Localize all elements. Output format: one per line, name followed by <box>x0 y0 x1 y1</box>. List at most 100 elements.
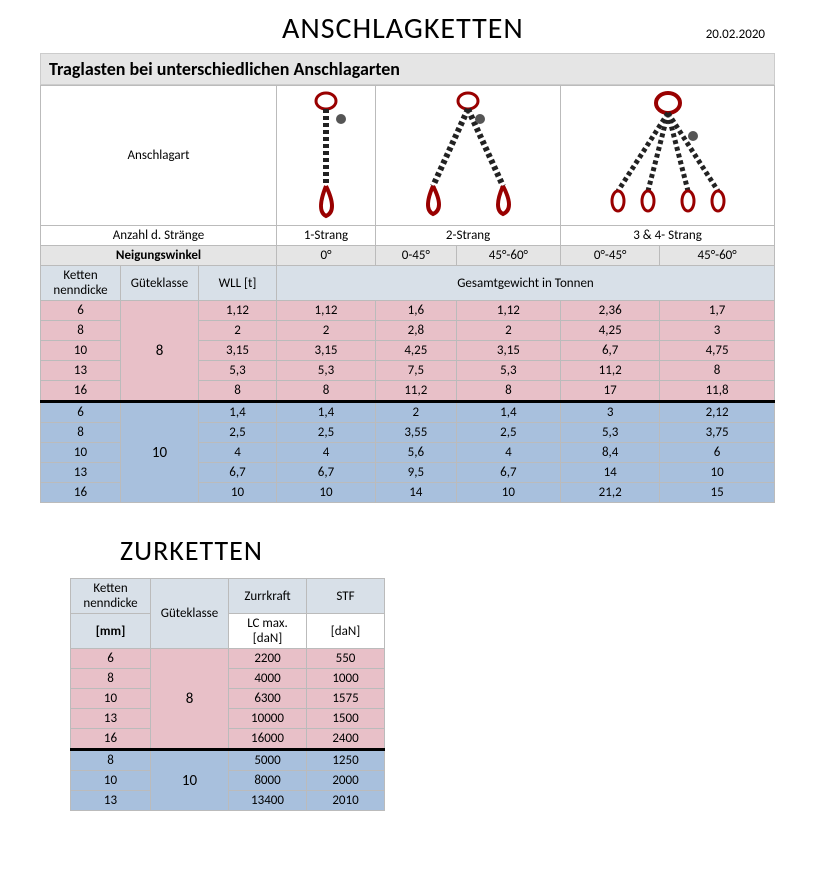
col-ketten: Ketten nenndicke <box>41 266 121 301</box>
table-cell-wll: 10 <box>199 483 277 503</box>
table-cell-d: 16 <box>41 483 121 503</box>
table-cell: 3,15 <box>456 341 561 361</box>
table-cell: 4,25 <box>376 341 457 361</box>
table-cell-class: 8 <box>151 649 229 750</box>
table-cell-wll: 1,4 <box>199 402 277 423</box>
table-cell-lc: 10000 <box>229 709 307 729</box>
table-cell: 6,7 <box>561 341 660 361</box>
table-cell-stf: 2010 <box>307 791 385 811</box>
sub-table: Ketten nenndicke Güteklasse Zurrkraft ST… <box>70 578 385 811</box>
table-cell-wll: 1,12 <box>199 301 277 321</box>
table-cell-d: 6 <box>41 402 121 423</box>
table-cell-d: 16 <box>71 729 151 750</box>
table-cell-d: 8 <box>41 423 121 443</box>
table-cell: 5,3 <box>277 361 376 381</box>
table-cell-d: 10 <box>71 771 151 791</box>
table-cell: 14 <box>376 483 457 503</box>
table-cell: 1,4 <box>277 402 376 423</box>
table-cell-stf: 1000 <box>307 669 385 689</box>
label-neigung: Neigungswinkel <box>41 246 277 266</box>
table-cell: 2 <box>376 402 457 423</box>
table-cell: 6,7 <box>277 463 376 483</box>
table-cell: 8 <box>660 361 775 381</box>
table-cell-lc: 8000 <box>229 771 307 791</box>
table-cell: 2,5 <box>456 423 561 443</box>
table-cell: 10 <box>660 463 775 483</box>
table-cell: 2 <box>456 321 561 341</box>
table-cell-wll: 2 <box>199 321 277 341</box>
sub-col-guete: Güteklasse <box>151 579 229 649</box>
table-cell-d: 10 <box>41 341 121 361</box>
table-cell-d: 10 <box>71 689 151 709</box>
table-cell: 1,6 <box>376 301 457 321</box>
table-cell-lc: 5000 <box>229 750 307 771</box>
table-cell: 11,8 <box>660 381 775 402</box>
table-cell-class: 10 <box>151 750 229 811</box>
chain-1-strand-icon <box>277 86 376 226</box>
col-guete: Güteklasse <box>121 266 199 301</box>
table-cell: 4 <box>277 443 376 463</box>
table-cell: 10 <box>456 483 561 503</box>
chain-4-strand-icon <box>561 86 775 226</box>
angle-0: 0° <box>277 246 376 266</box>
angle-3: 0°-45° <box>561 246 660 266</box>
table-cell: 1,12 <box>277 301 376 321</box>
sub-col-stf: STF <box>307 579 385 614</box>
angle-2: 45°-60° <box>456 246 561 266</box>
table-cell-d: 16 <box>41 381 121 402</box>
table-cell-lc: 6300 <box>229 689 307 709</box>
page-date: 20.02.2020 <box>706 27 775 42</box>
table-cell-wll: 2,5 <box>199 423 277 443</box>
col-2strang: 2-Strang <box>376 226 561 246</box>
table-cell-lc: 13400 <box>229 791 307 811</box>
table-cell: 3 <box>660 321 775 341</box>
table-cell-lc: 4000 <box>229 669 307 689</box>
table-cell: 21,2 <box>561 483 660 503</box>
table-cell: 11,2 <box>561 361 660 381</box>
table-cell: 17 <box>561 381 660 402</box>
table-cell: 2,12 <box>660 402 775 423</box>
col-1strang: 1-Strang <box>277 226 376 246</box>
angle-4: 45°-60° <box>660 246 775 266</box>
table-cell: 3,75 <box>660 423 775 443</box>
table-cell-d: 6 <box>71 649 151 669</box>
table-cell: 4 <box>456 443 561 463</box>
table-cell-stf: 1500 <box>307 709 385 729</box>
table-cell: 1,12 <box>456 301 561 321</box>
table-cell: 14 <box>561 463 660 483</box>
table-cell-wll: 5,3 <box>199 361 277 381</box>
label-straenge: Anzahl d. Stränge <box>41 226 277 246</box>
label-anschlagart: Anschlagart <box>41 86 277 226</box>
page-title: ANSCHLAGKETTEN <box>40 10 706 47</box>
table-cell-wll: 6,7 <box>199 463 277 483</box>
sub-col-lc: LC max. [daN] <box>229 614 307 649</box>
col-gesamt: Gesamtgewicht in Tonnen <box>277 266 775 301</box>
table-cell: 2,36 <box>561 301 660 321</box>
table-cell: 1,4 <box>456 402 561 423</box>
table-cell: 8 <box>456 381 561 402</box>
sub-title: ZURKETTEN <box>120 533 775 568</box>
table-cell: 5,6 <box>376 443 457 463</box>
table-cell: 1,7 <box>660 301 775 321</box>
table-cell-d: 8 <box>71 750 151 771</box>
table-cell-stf: 550 <box>307 649 385 669</box>
table-cell: 2,5 <box>277 423 376 443</box>
table-cell-stf: 1575 <box>307 689 385 709</box>
table-cell-d: 6 <box>41 301 121 321</box>
table-cell: 2 <box>277 321 376 341</box>
sub-col-dan: [daN] <box>307 614 385 649</box>
table-cell-d: 10 <box>41 443 121 463</box>
table-cell-lc: 16000 <box>229 729 307 750</box>
col-34strang: 3 & 4- Strang <box>561 226 775 246</box>
table-cell-d: 13 <box>71 791 151 811</box>
table-cell-d: 13 <box>41 463 121 483</box>
table-cell: 11,2 <box>376 381 457 402</box>
table-cell: 9,5 <box>376 463 457 483</box>
table-cell: 2,8 <box>376 321 457 341</box>
table-cell: 4,25 <box>561 321 660 341</box>
section-title: Traglasten bei unterschiedlichen Anschla… <box>40 53 775 85</box>
table-cell-d: 8 <box>41 321 121 341</box>
table-cell-d: 13 <box>41 361 121 381</box>
table-cell: 6,7 <box>456 463 561 483</box>
table-cell: 4,75 <box>660 341 775 361</box>
